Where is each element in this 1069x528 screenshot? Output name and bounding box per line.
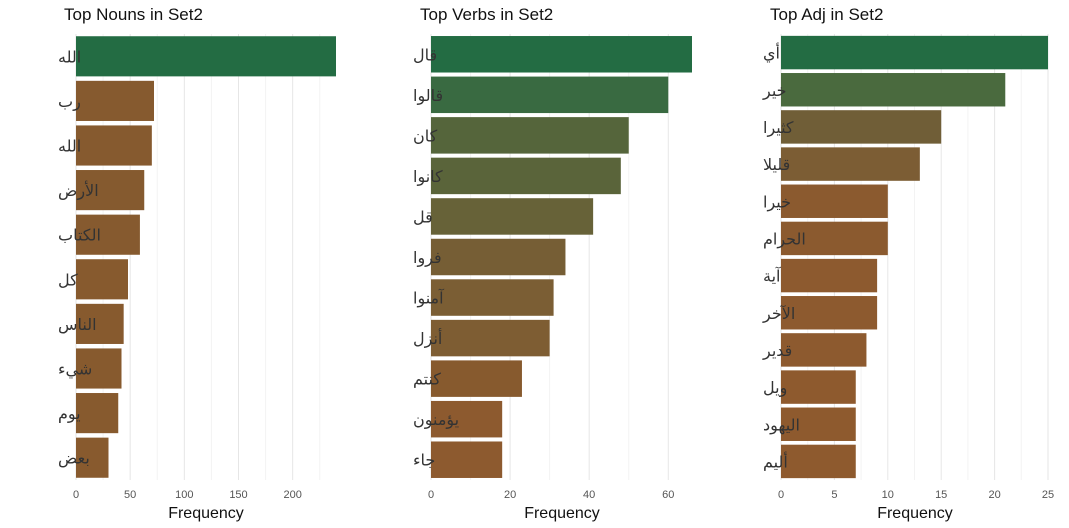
bar — [76, 259, 128, 300]
category-label: شيء — [58, 360, 92, 380]
category-label: قل — [413, 207, 433, 226]
category-label: كان — [413, 126, 438, 145]
category-label: رب — [58, 92, 81, 112]
bar — [76, 303, 124, 344]
category-label: يؤمنون — [413, 410, 459, 430]
category-label: أليم — [763, 451, 788, 471]
bar — [781, 110, 942, 144]
category-label: خيرا — [763, 192, 791, 212]
category-label: يوم — [58, 404, 81, 424]
bar — [781, 147, 920, 181]
bar — [76, 437, 109, 478]
category-label: الحرام — [763, 229, 806, 249]
bar — [781, 184, 888, 218]
bar — [781, 370, 856, 404]
bar — [781, 221, 888, 256]
panel-title: Top Adj in Set2 — [770, 5, 883, 24]
category-label: كل — [58, 270, 78, 289]
bar — [76, 80, 154, 121]
bar — [781, 35, 1048, 70]
bar — [781, 407, 856, 441]
category-label: الأرض — [58, 180, 99, 201]
x-tick-label: 50 — [124, 489, 136, 501]
bar — [431, 76, 669, 114]
bar — [76, 214, 140, 255]
panel-verbs: Top Verbs in Set2 Frequency 0 20 40 60 قال قا… — [413, 5, 692, 522]
x-tick-label: 0 — [73, 489, 79, 501]
plot-area-nouns: 0 50 100 150 200 الله رب الله الأرض الكتاب كل الناس… — [58, 34, 336, 501]
bar — [431, 36, 692, 73]
x-tick-label: 15 — [935, 489, 947, 501]
category-label: الكتاب — [58, 226, 101, 245]
bar — [431, 117, 629, 154]
category-label: قدير — [762, 341, 792, 361]
panel-title: Top Nouns in Set2 — [64, 5, 203, 24]
x-tick-label: 100 — [175, 489, 193, 501]
bar — [431, 441, 503, 478]
category-label: جاء — [413, 451, 435, 470]
x-tick-label: 200 — [283, 489, 301, 501]
panel-adjectives: Top Adj in Set2 Frequency 0 5 10 15 20 25 أي خي… — [762, 5, 1054, 522]
bar — [431, 400, 503, 438]
bar — [781, 258, 878, 293]
x-tick-label: 20 — [504, 489, 516, 501]
x-axis-label: Frequency — [877, 505, 953, 522]
bar — [76, 36, 336, 77]
category-label: الآخر — [762, 304, 795, 324]
bar — [781, 73, 1006, 107]
category-label: كثيرا — [763, 118, 794, 138]
x-tick-label: 0 — [428, 489, 434, 501]
category-label: قالوا — [413, 86, 443, 106]
bar — [431, 319, 550, 357]
bar — [431, 198, 594, 235]
category-label: ويل — [763, 378, 787, 398]
category-label: الناس — [58, 315, 97, 334]
category-label: كنتم — [413, 370, 441, 389]
bar — [76, 393, 119, 434]
bar — [431, 157, 621, 195]
category-label: قليلا — [763, 155, 790, 174]
category-label: فروا — [413, 248, 442, 268]
category-label: أنزل — [413, 328, 442, 349]
plot-area-verbs: 0 20 40 60 قال قالوا كان كانوا قل فروا آمنوا أنزل كن… — [413, 34, 692, 501]
category-label: كانوا — [413, 167, 443, 187]
bar — [76, 170, 145, 211]
x-axis-label: Frequency — [168, 505, 244, 522]
category-label: آمنوا — [413, 289, 445, 309]
plot-area-adjectives: 0 5 10 15 20 25 أي خير كثيرا قليلا خيرا الحرام آية ال… — [762, 34, 1054, 501]
bar — [76, 125, 152, 166]
bar — [781, 333, 867, 367]
x-tick-label: 40 — [583, 489, 595, 501]
category-label: أي — [763, 43, 780, 64]
x-tick-label: 150 — [229, 489, 247, 501]
x-tick-label: 5 — [831, 489, 837, 501]
x-tick-label: 0 — [778, 489, 784, 501]
category-label: قال — [413, 45, 437, 64]
category-label: بعض — [58, 449, 90, 469]
category-label: الله — [58, 47, 81, 66]
x-axis-label: Frequency — [524, 505, 600, 522]
category-label: الله — [58, 137, 81, 156]
category-label: خير — [762, 81, 787, 101]
bar — [431, 360, 522, 397]
panel-nouns: Top Nouns in Set2 Frequency 0 50 100 150 200… — [58, 5, 336, 522]
bar — [76, 348, 122, 389]
bar — [781, 444, 856, 479]
category-label: آية — [763, 267, 782, 286]
x-tick-label: 60 — [662, 489, 674, 501]
x-tick-label: 25 — [1042, 489, 1054, 501]
x-tick-label: 20 — [988, 489, 1000, 501]
panel-title: Top Verbs in Set2 — [420, 5, 553, 24]
bar — [431, 279, 554, 316]
bar — [781, 296, 878, 330]
bar — [431, 238, 566, 276]
x-tick-label: 10 — [882, 489, 894, 501]
category-label: اليهود — [763, 415, 800, 435]
